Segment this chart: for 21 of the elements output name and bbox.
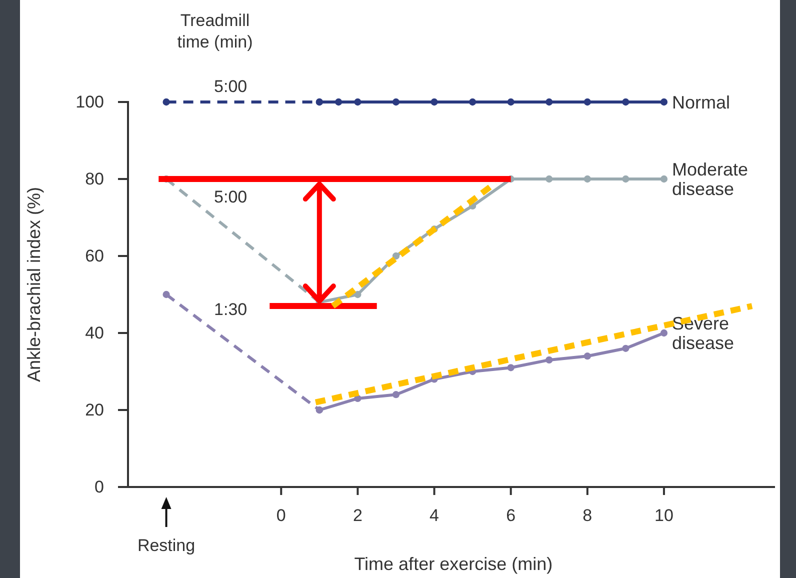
- y-tick-label: 80: [85, 169, 104, 188]
- y-tick-label: 100: [76, 92, 104, 112]
- x-tick-label: 8: [582, 506, 592, 526]
- series-label: Normal: [672, 92, 730, 112]
- text: Treadmill time (min): [177, 11, 253, 52]
- y-tick-label: 0: [94, 477, 104, 496]
- y-tick-label: 20: [85, 400, 104, 420]
- y-tick-label: 60: [85, 246, 104, 266]
- series-label: Moderate disease: [672, 159, 748, 200]
- y-axis-title: Ankle-brachial index (%): [24, 186, 44, 382]
- annotation: 1:30: [214, 300, 248, 320]
- annotation: 5:00: [214, 188, 248, 207]
- x-tick-label: 2: [352, 506, 362, 526]
- x-tick-label: 4: [430, 506, 440, 526]
- text: 5:00: [214, 77, 248, 96]
- x-tick-label: 10: [654, 506, 674, 526]
- y-tick-label: 40: [85, 323, 104, 342]
- x-axis-title: Time after exercise (min): [354, 554, 553, 574]
- x-tick-label: 6: [506, 506, 516, 526]
- x-tick-label: 0: [276, 506, 286, 526]
- text: Resting: [137, 536, 196, 555]
